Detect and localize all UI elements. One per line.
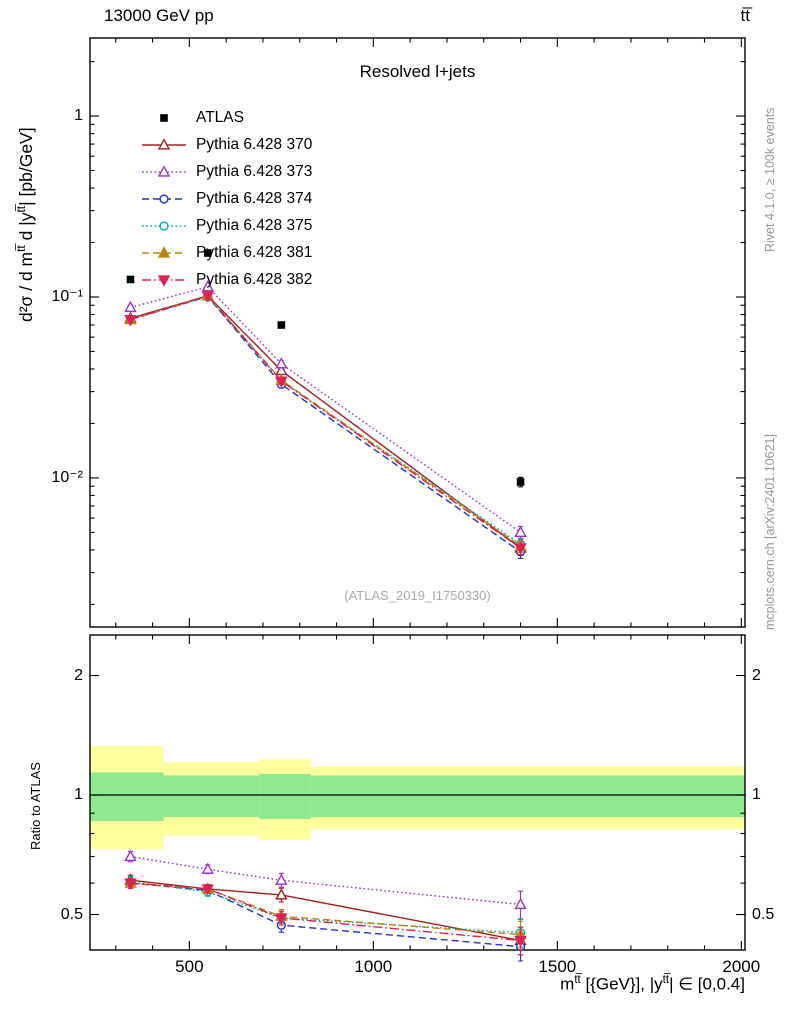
marker-triangle-up [275, 873, 288, 885]
marker-triangle-down [275, 913, 288, 925]
mcplots-arxiv-note: mcplots.cern.ch [arXiv:2401.10621] [763, 434, 777, 630]
legend-label: Pythia 6.428 370 [196, 135, 313, 153]
legend-label: Pythia 6.428 381 [196, 243, 313, 261]
ratio-panel-frame [89, 634, 746, 951]
marker-square [126, 275, 135, 284]
legend-item: Pythia 6.428 381 [141, 239, 312, 266]
marker-triangle-down [275, 376, 288, 388]
marker-triangle-up [124, 300, 137, 313]
y-title-prefix: d²σ / d m [15, 251, 36, 322]
marker-triangle-up [157, 137, 171, 150]
marker-triangle-up [124, 849, 137, 862]
series-line-top [130, 296, 521, 545]
y-title-sup: tt̅ [14, 245, 28, 252]
series-line-top [130, 295, 521, 549]
legend-label: ATLAS [196, 108, 244, 126]
legend-item: Pythia 6.428 373 [141, 158, 312, 185]
marker-triangle-down [201, 291, 214, 303]
y-title-mid: d |y [15, 212, 36, 246]
legend-marker-sample [142, 164, 186, 177]
marker-triangle-up [275, 357, 288, 369]
marker-triangle-down [124, 314, 137, 327]
legend-item: Pythia 6.428 374 [141, 185, 312, 212]
x-title-sup: tt̅ [574, 974, 581, 986]
marker-triangle-down [157, 274, 171, 287]
marker-square [516, 478, 525, 486]
series-pythia-6-428-370 [124, 289, 527, 956]
axis-ticks [90, 38, 745, 950]
y-axis-title: d²σ / d mtt̅ d |ytt̅| [pb/GeV] [14, 127, 37, 322]
legend-label: Pythia 6.428 382 [196, 270, 313, 288]
legend-item: ATLAS [141, 104, 312, 131]
series-pythia-6-428-375 [125, 292, 526, 948]
top-panel-frame [89, 37, 746, 628]
marker-triangle-up [201, 862, 214, 874]
legend-marker-sample [142, 274, 186, 287]
legend-marker-sample [142, 220, 186, 231]
panel-title: Resolved l+jets [359, 62, 476, 81]
marker-square [203, 249, 212, 257]
marker-triangle-up [157, 245, 171, 258]
x-axis-title: mtt̅ [{GeV}], |ytt̅| ∈ [0,0.4] [560, 974, 745, 995]
legend-item: Pythia 6.428 382 [141, 266, 312, 293]
band-inner [310, 775, 745, 818]
marker-triangle-down [514, 543, 527, 555]
y-title-suffix: | [pb/GeV] [15, 127, 36, 206]
process-label: tt̅ [740, 6, 750, 25]
marker-square [160, 113, 168, 122]
marker-triangle-up [157, 164, 171, 177]
x-title-sup2: tt̅ [662, 974, 670, 986]
legend-label: Pythia 6.428 375 [196, 216, 313, 234]
marker-square [277, 321, 286, 329]
series-line-ratio [130, 879, 521, 942]
series-line-ratio [130, 855, 521, 906]
legend-item: Pythia 6.428 370 [141, 131, 312, 158]
legend-marker-sample [142, 193, 186, 204]
legend-label: Pythia 6.428 373 [196, 162, 313, 180]
marker-circle [159, 193, 169, 204]
y-title-sup2: tt̅ [14, 205, 28, 213]
series-line-ratio [130, 880, 521, 934]
marker-triangle-down [201, 884, 214, 896]
series-line-top [130, 295, 521, 553]
marker-triangle-down [124, 878, 137, 890]
x-title-prefix: m [560, 974, 575, 994]
series-pythia-6-428-382 [124, 291, 527, 956]
marker-triangle-up [275, 888, 288, 900]
marker-triangle-up [514, 897, 527, 910]
series-line-top [130, 295, 521, 547]
band-inner [163, 775, 260, 818]
legend-label: Pythia 6.428 374 [196, 189, 313, 207]
series-atlas-data [126, 249, 525, 488]
rivet-version-note: Rivet 4.1.0, ≥ 100k events [763, 107, 777, 252]
legend: ATLAS Pythia 6.428 370 Pythia 6.428 373 Pyt… [141, 104, 312, 293]
analysis-id-watermark: (ATLAS_2019_I1750330) [344, 588, 491, 603]
series-line-ratio [130, 882, 521, 942]
legend-marker-sample [142, 137, 186, 150]
marker-circle [159, 220, 169, 231]
band-inner [259, 773, 311, 820]
x-title-suffix: | ∈ [0,0.4] [669, 974, 745, 994]
series-line-top [130, 295, 521, 549]
marker-triangle-down [514, 935, 527, 948]
x-title-mid: [{GeV}], |y [580, 974, 663, 994]
ratio-y-axis-title: Ratio to ATLAS [28, 762, 43, 850]
series-pythia-6-428-381 [124, 289, 527, 950]
series-line-ratio [130, 882, 521, 948]
marker-triangle-up [514, 525, 527, 537]
series-line-ratio [130, 882, 521, 936]
series-line-top [130, 286, 521, 533]
legend-item: Pythia 6.428 375 [141, 212, 312, 239]
band-inner [90, 772, 164, 822]
legend-marker-sample [160, 113, 168, 122]
ratio-uncertainty-bands [90, 745, 745, 850]
legend-marker-sample [142, 245, 186, 258]
beam-energy-label: 13000 GeV pp [104, 6, 214, 25]
